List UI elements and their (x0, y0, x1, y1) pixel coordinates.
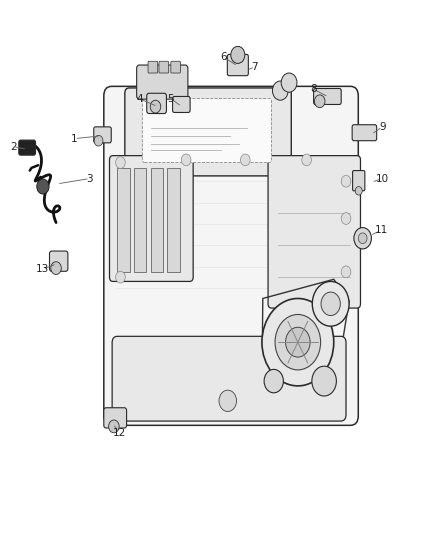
Circle shape (116, 157, 125, 168)
Circle shape (51, 262, 61, 274)
Text: 8: 8 (310, 84, 317, 94)
Circle shape (262, 298, 334, 386)
Circle shape (355, 187, 362, 195)
FancyBboxPatch shape (110, 156, 193, 281)
Text: 7: 7 (251, 62, 258, 71)
FancyBboxPatch shape (268, 156, 360, 308)
Circle shape (264, 369, 283, 393)
Circle shape (94, 135, 103, 146)
FancyBboxPatch shape (353, 171, 365, 191)
Circle shape (219, 390, 237, 411)
FancyBboxPatch shape (227, 54, 248, 76)
Circle shape (302, 154, 311, 166)
Text: 3: 3 (86, 174, 93, 183)
Circle shape (354, 228, 371, 249)
Text: 5: 5 (167, 94, 174, 103)
FancyBboxPatch shape (104, 86, 358, 425)
Circle shape (109, 420, 119, 433)
Circle shape (312, 281, 349, 326)
Text: 12: 12 (113, 428, 126, 438)
FancyBboxPatch shape (147, 93, 166, 114)
FancyBboxPatch shape (171, 61, 180, 73)
Text: 2: 2 (10, 142, 17, 151)
Text: 6: 6 (220, 52, 227, 62)
FancyBboxPatch shape (112, 336, 346, 421)
Circle shape (286, 327, 310, 357)
FancyBboxPatch shape (148, 61, 158, 73)
Circle shape (314, 95, 325, 108)
Circle shape (116, 271, 125, 283)
FancyBboxPatch shape (142, 99, 272, 163)
Circle shape (321, 292, 340, 316)
FancyBboxPatch shape (94, 127, 111, 143)
Text: 4: 4 (136, 94, 143, 103)
Bar (151, 168, 163, 272)
Circle shape (272, 81, 288, 100)
Circle shape (281, 73, 297, 92)
Circle shape (240, 154, 250, 166)
FancyBboxPatch shape (104, 408, 127, 428)
Circle shape (150, 100, 161, 113)
FancyBboxPatch shape (49, 251, 68, 271)
Bar (167, 168, 180, 272)
Circle shape (341, 266, 351, 278)
FancyBboxPatch shape (159, 61, 169, 73)
Circle shape (37, 179, 49, 194)
Text: 9: 9 (379, 122, 386, 132)
FancyBboxPatch shape (137, 65, 188, 99)
Circle shape (312, 366, 336, 396)
Bar (117, 168, 130, 272)
Text: 10: 10 (376, 174, 389, 183)
FancyBboxPatch shape (352, 125, 377, 141)
Text: 13: 13 (36, 264, 49, 274)
FancyBboxPatch shape (173, 96, 190, 112)
FancyBboxPatch shape (314, 88, 341, 104)
Circle shape (341, 213, 351, 224)
FancyBboxPatch shape (19, 140, 35, 155)
Circle shape (275, 314, 321, 370)
Circle shape (231, 46, 245, 63)
FancyBboxPatch shape (125, 88, 291, 176)
Circle shape (358, 233, 367, 244)
Text: 1: 1 (71, 134, 78, 143)
Text: 11: 11 (374, 225, 388, 235)
Circle shape (341, 175, 351, 187)
Bar (134, 168, 146, 272)
Circle shape (181, 154, 191, 166)
